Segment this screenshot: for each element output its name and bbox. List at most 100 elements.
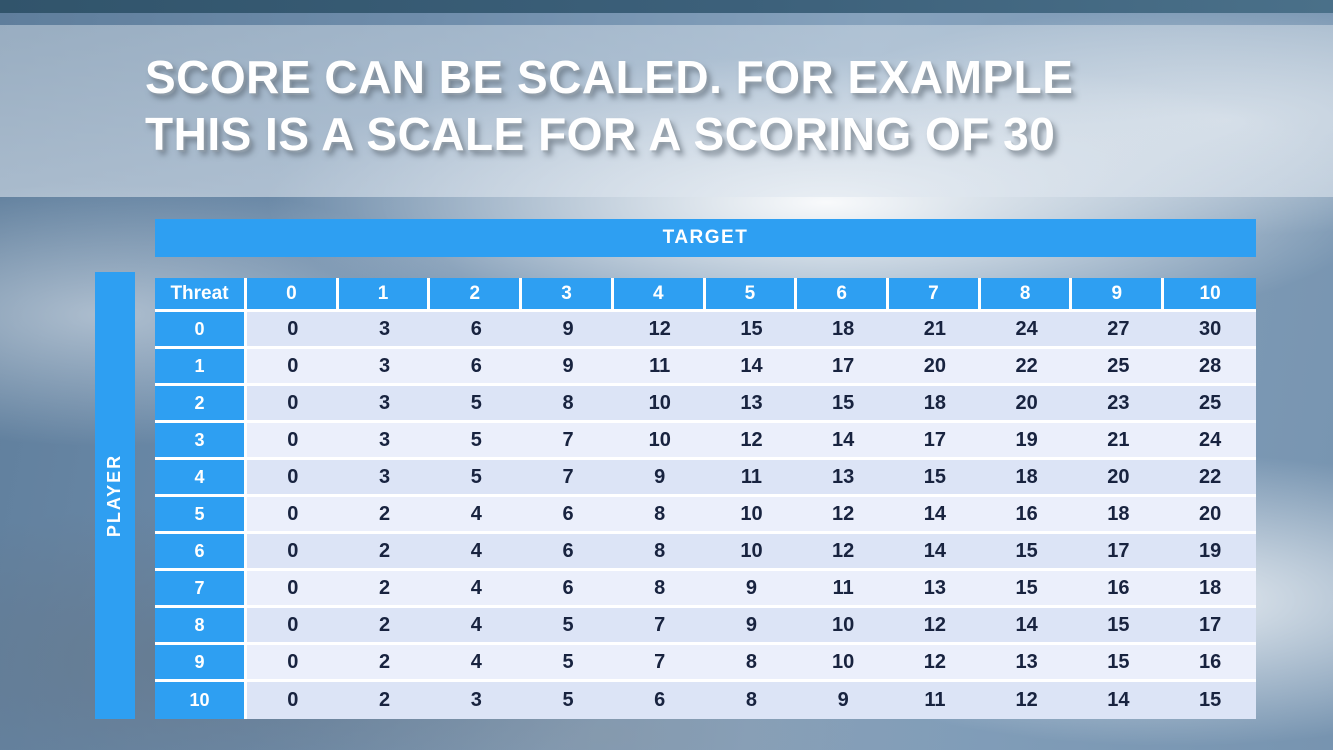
score-cell: 16	[980, 497, 1073, 534]
score-cell: 15	[1072, 608, 1165, 645]
column-header-7: 7	[889, 278, 981, 312]
score-cell: 3	[430, 682, 523, 719]
score-cell: 7	[522, 460, 614, 497]
table-row: 3 0 3 5 7 10 12 14 17 19 21 24	[155, 423, 1256, 460]
row-header-10: 10	[155, 682, 247, 719]
score-cell: 9	[797, 682, 890, 719]
score-cell: 9	[522, 349, 614, 386]
target-axis-label: TARGET	[155, 219, 1256, 257]
score-cell: 12	[980, 682, 1073, 719]
score-cell: 0	[247, 349, 339, 386]
column-header-0: 0	[247, 278, 339, 312]
score-cell: 3	[338, 349, 431, 386]
column-header-9: 9	[1072, 278, 1165, 312]
table-row: 7 0 2 4 6 8 9 11 13 15 16 18	[155, 571, 1256, 608]
score-cell: 12	[889, 608, 981, 645]
score-cell: 21	[889, 312, 981, 349]
score-table: Threat 0 1 2 3 4 5 6 7 8 9 10 0 0 3 6 9 12 15 18 21 24 27 30 1 0…	[155, 278, 1256, 719]
score-cell: 17	[889, 423, 981, 460]
score-cell: 4	[430, 497, 523, 534]
score-cell: 3	[338, 312, 431, 349]
score-cell: 24	[980, 312, 1073, 349]
score-cell: 5	[430, 386, 523, 423]
score-cell: 8	[705, 645, 798, 682]
score-cell: 7	[522, 423, 614, 460]
score-cell: 10	[613, 423, 706, 460]
score-cell: 2	[338, 608, 431, 645]
score-cell: 6	[522, 571, 614, 608]
score-cell: 13	[797, 460, 890, 497]
score-cell: 8	[613, 497, 706, 534]
corner-header-threat: Threat	[155, 278, 247, 312]
score-cell: 9	[705, 608, 798, 645]
score-cell: 10	[705, 534, 798, 571]
row-header-9: 9	[155, 645, 247, 682]
score-cell: 17	[1072, 534, 1165, 571]
score-cell: 12	[705, 423, 798, 460]
column-header-8: 8	[980, 278, 1073, 312]
table-row: 10 0 2 3 5 6 8 9 11 12 14 15	[155, 682, 1256, 719]
row-header-4: 4	[155, 460, 247, 497]
score-cell: 0	[247, 608, 339, 645]
table-row: 0 0 3 6 9 12 15 18 21 24 27 30	[155, 312, 1256, 349]
score-cell: 15	[797, 386, 890, 423]
table-row: 2 0 3 5 8 10 13 15 18 20 23 25	[155, 386, 1256, 423]
score-cell: 0	[247, 645, 339, 682]
row-header-5: 5	[155, 497, 247, 534]
top-strip	[0, 0, 1333, 13]
score-cell: 14	[705, 349, 798, 386]
row-header-7: 7	[155, 571, 247, 608]
score-cell: 17	[1164, 608, 1256, 645]
score-cell: 15	[980, 534, 1073, 571]
score-cell: 18	[1164, 571, 1256, 608]
score-cell: 15	[705, 312, 798, 349]
score-cell: 4	[430, 645, 523, 682]
score-cell: 6	[430, 312, 523, 349]
score-cell: 20	[1164, 497, 1256, 534]
score-cell: 15	[889, 460, 981, 497]
row-header-8: 8	[155, 608, 247, 645]
score-cell: 27	[1072, 312, 1165, 349]
row-header-6: 6	[155, 534, 247, 571]
score-cell: 16	[1164, 645, 1256, 682]
score-cell: 0	[247, 571, 339, 608]
score-cell: 23	[1072, 386, 1165, 423]
score-cell: 6	[522, 534, 614, 571]
score-cell: 14	[1072, 682, 1165, 719]
score-cell: 6	[613, 682, 706, 719]
score-cell: 11	[889, 682, 981, 719]
row-header-1: 1	[155, 349, 247, 386]
score-cell: 12	[613, 312, 706, 349]
score-cell: 2	[338, 534, 431, 571]
score-cell: 6	[522, 497, 614, 534]
score-cell: 3	[338, 386, 431, 423]
score-cell: 10	[797, 608, 890, 645]
score-cell: 25	[1164, 386, 1256, 423]
score-cell: 21	[1072, 423, 1165, 460]
score-cell: 12	[889, 645, 981, 682]
score-cell: 22	[1164, 460, 1256, 497]
score-cell: 0	[247, 423, 339, 460]
score-cell: 0	[247, 386, 339, 423]
table-row: 6 0 2 4 6 8 10 12 14 15 17 19	[155, 534, 1256, 571]
score-cell: 2	[338, 497, 431, 534]
slide-title: SCORE CAN BE SCALED. FOR EXAMPLE THIS IS…	[0, 25, 1333, 163]
score-cell: 14	[889, 534, 981, 571]
score-cell: 15	[1164, 682, 1256, 719]
column-header-4: 4	[613, 278, 706, 312]
score-cell: 9	[522, 312, 614, 349]
score-table-body: 0 0 3 6 9 12 15 18 21 24 27 30 1 0 3 6 9 11 14 17 20 22 25 28 2 0…	[155, 312, 1256, 719]
score-cell: 19	[1164, 534, 1256, 571]
score-cell: 4	[430, 608, 523, 645]
score-cell: 4	[430, 534, 523, 571]
score-cell: 3	[338, 460, 431, 497]
score-cell: 5	[430, 423, 523, 460]
score-cell: 24	[1164, 423, 1256, 460]
table-row: 8 0 2 4 5 7 9 10 12 14 15 17	[155, 608, 1256, 645]
column-header-10: 10	[1164, 278, 1256, 312]
score-cell: 18	[889, 386, 981, 423]
score-cell: 11	[613, 349, 706, 386]
score-cell: 4	[430, 571, 523, 608]
score-cell: 2	[338, 682, 431, 719]
table-row: 5 0 2 4 6 8 10 12 14 16 18 20	[155, 497, 1256, 534]
